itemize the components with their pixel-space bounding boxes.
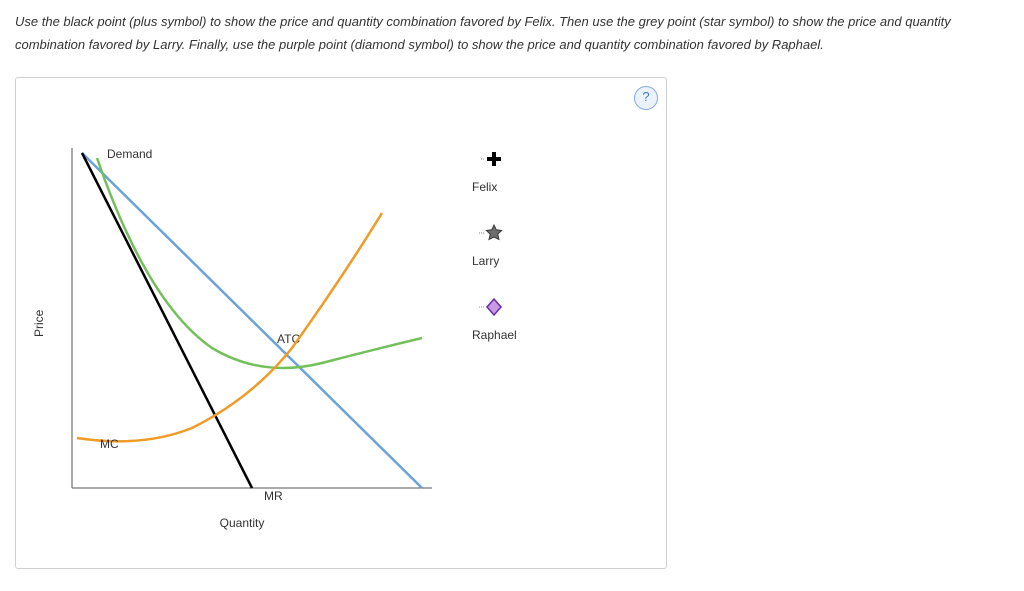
- chart-panel: ? Price Demand MR ATC MC Quanti: [15, 77, 667, 569]
- demand-curve: [82, 153, 422, 488]
- y-axis-label: Price: [26, 138, 52, 508]
- atc-curve: [97, 158, 422, 368]
- legend-item-larry[interactable]: Larry: [472, 222, 517, 268]
- mc-label: MC: [100, 437, 119, 451]
- help-button[interactable]: ?: [634, 86, 658, 110]
- star-icon: [479, 222, 509, 244]
- legend-panel: Felix Larry Raphael: [472, 148, 517, 370]
- legend-item-raphael[interactable]: Raphael: [472, 296, 517, 342]
- mc-curve: [77, 213, 382, 441]
- diamond-icon: [479, 296, 509, 318]
- demand-label: Demand: [107, 147, 152, 161]
- mr-label: MR: [264, 489, 283, 503]
- chart-svg: Demand MR ATC MC: [52, 138, 432, 508]
- x-axis-label: Quantity: [52, 516, 432, 530]
- legend-label-felix: Felix: [472, 180, 517, 194]
- plot-area[interactable]: Demand MR ATC MC Quantity: [52, 138, 432, 530]
- instructions-text: Use the black point (plus symbol) to sho…: [15, 10, 1009, 57]
- legend-label-raphael: Raphael: [472, 328, 517, 342]
- legend-label-larry: Larry: [472, 254, 517, 268]
- legend-item-felix[interactable]: Felix: [472, 148, 517, 194]
- plus-icon: [479, 148, 509, 170]
